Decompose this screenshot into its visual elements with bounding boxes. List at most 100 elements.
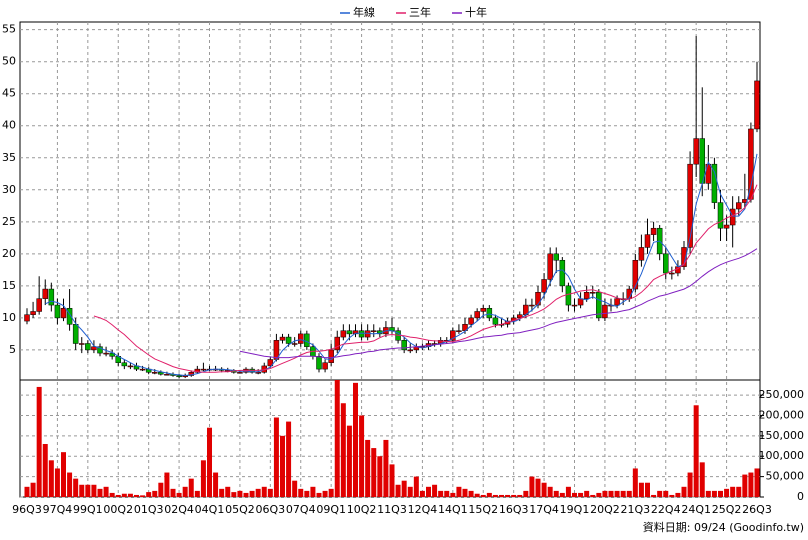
candle-body bbox=[468, 317, 474, 325]
x-tick-label: 16Q3 bbox=[499, 503, 529, 516]
volume-bar bbox=[693, 405, 699, 497]
candle-body bbox=[644, 234, 651, 248]
volume-bar bbox=[103, 486, 109, 497]
volume-bar bbox=[267, 488, 273, 497]
volume-bar bbox=[261, 486, 267, 497]
x-tick-label: 15Q2 bbox=[468, 503, 498, 516]
volume-bar bbox=[280, 435, 285, 497]
volume-bar bbox=[48, 460, 54, 497]
y-tick-label: 50 bbox=[2, 55, 16, 68]
volume-bar bbox=[419, 490, 425, 497]
candle-body bbox=[565, 285, 572, 306]
volume-bar bbox=[200, 460, 206, 497]
ma-line bbox=[239, 248, 758, 359]
volume-bar bbox=[614, 490, 620, 497]
x-tick-label: 25Q2 bbox=[712, 503, 742, 516]
volume-bar bbox=[207, 427, 212, 497]
volume-bar bbox=[67, 472, 73, 497]
volume-bar bbox=[535, 478, 541, 497]
volume-bar bbox=[669, 494, 675, 497]
volume-bar bbox=[432, 484, 438, 497]
x-tick-label: 07Q4 bbox=[286, 503, 316, 516]
candle-body bbox=[127, 365, 134, 368]
candle-body bbox=[54, 304, 61, 319]
volume-bar bbox=[304, 490, 310, 497]
volume-bar bbox=[310, 486, 316, 497]
volume-bar bbox=[541, 482, 547, 497]
volume-bar bbox=[243, 492, 249, 497]
x-tick-label: 05Q2 bbox=[225, 503, 255, 516]
volume-bar bbox=[182, 486, 188, 497]
x-tick-label: 09Q1 bbox=[316, 503, 346, 516]
volume-bar bbox=[438, 490, 444, 497]
volume-bar bbox=[188, 478, 194, 497]
volume-bar bbox=[529, 476, 535, 497]
volume-bar bbox=[359, 415, 365, 497]
candle-body bbox=[30, 311, 36, 315]
y2-tick-label: 100,000 bbox=[759, 449, 805, 462]
candle-body bbox=[352, 330, 359, 335]
volume-bar bbox=[511, 494, 517, 497]
volume-bar bbox=[638, 482, 644, 497]
volume-bar bbox=[377, 456, 383, 497]
volume-bar bbox=[596, 492, 602, 497]
volume-bar bbox=[54, 468, 60, 497]
candle-body bbox=[541, 279, 547, 293]
candle-body bbox=[535, 292, 541, 306]
volume-bar bbox=[152, 490, 158, 497]
volume-bar bbox=[383, 439, 389, 497]
volume-bar bbox=[79, 484, 85, 497]
volume-bar bbox=[736, 486, 742, 497]
y-tick-label: 30 bbox=[2, 183, 16, 196]
volume-bar bbox=[474, 493, 480, 497]
volume-bar bbox=[499, 494, 504, 497]
volume-bar bbox=[395, 484, 401, 497]
candle-body bbox=[152, 372, 158, 374]
volume-bar bbox=[334, 380, 340, 497]
x-tick-label: 21Q3 bbox=[621, 503, 651, 516]
y2-tick-label: 200,000 bbox=[759, 408, 805, 421]
legend-label: 年線 bbox=[353, 5, 375, 19]
volume-bar bbox=[486, 492, 492, 497]
volume-bar bbox=[389, 464, 395, 497]
volume-bar bbox=[340, 403, 346, 497]
volume-bar bbox=[231, 492, 237, 497]
volume-bar bbox=[109, 492, 115, 497]
volume-bar bbox=[426, 486, 431, 497]
volume-bar bbox=[219, 488, 225, 497]
volume-bar bbox=[176, 492, 182, 497]
volume-bar bbox=[517, 494, 523, 497]
volume-bar bbox=[121, 493, 127, 497]
candle-body bbox=[517, 314, 523, 319]
candle-body bbox=[346, 330, 353, 335]
candle-body bbox=[237, 372, 243, 374]
candle-body bbox=[72, 324, 79, 344]
volume-bar bbox=[547, 486, 553, 497]
candle-body bbox=[158, 372, 164, 375]
volume-bar bbox=[480, 494, 486, 497]
volume-bar bbox=[73, 478, 79, 497]
x-tick-label: 99Q1 bbox=[73, 503, 103, 516]
candle-body bbox=[401, 340, 407, 351]
candle-body bbox=[407, 349, 413, 352]
volume-bar bbox=[584, 490, 590, 497]
x-tick-label: 17Q4 bbox=[529, 503, 559, 516]
x-tick-label: 26Q3 bbox=[742, 503, 772, 516]
volume-bar bbox=[42, 444, 48, 497]
candle-body bbox=[85, 343, 91, 351]
legend-label: 十年 bbox=[465, 5, 487, 19]
candle-body bbox=[450, 330, 456, 341]
volume-bar bbox=[620, 490, 626, 497]
volume-bar bbox=[328, 488, 334, 497]
volume-bar bbox=[553, 490, 559, 497]
candle-body bbox=[669, 272, 675, 275]
y-tick-label: 35 bbox=[2, 151, 16, 164]
candle-body bbox=[559, 259, 566, 287]
candle-body bbox=[79, 343, 85, 345]
candle-body bbox=[91, 346, 97, 351]
candle-body bbox=[36, 298, 42, 312]
volume-bar bbox=[134, 494, 139, 497]
candle-body bbox=[596, 292, 602, 319]
volume-bar bbox=[85, 484, 91, 497]
volume-bar bbox=[590, 494, 596, 497]
